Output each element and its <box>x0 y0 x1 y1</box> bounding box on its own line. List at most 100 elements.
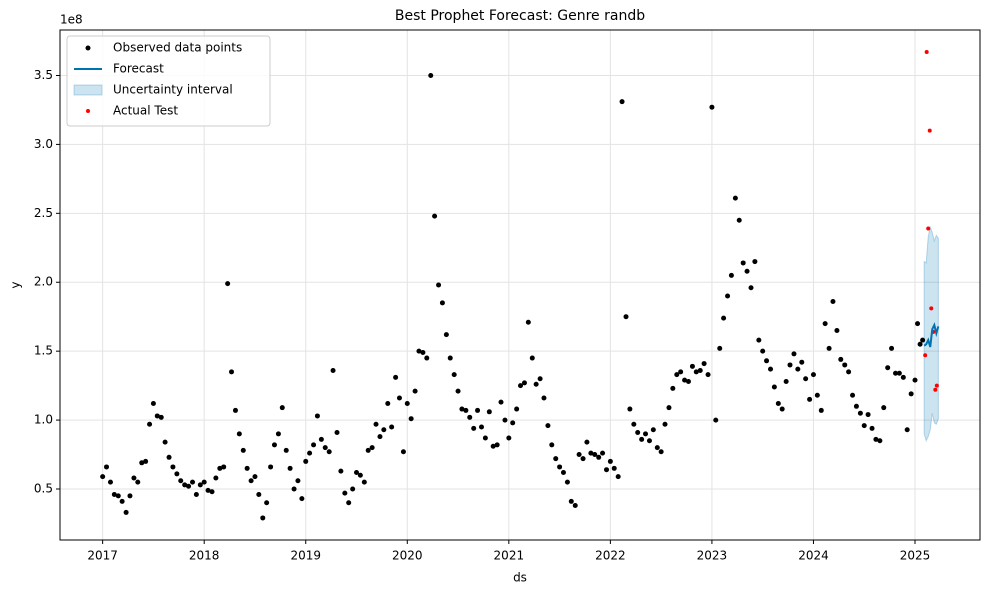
data-point <box>400 449 406 455</box>
data-point <box>439 300 445 306</box>
data-point <box>338 468 344 474</box>
y-tick-label: 2.5 <box>34 206 53 220</box>
data-point <box>654 445 660 451</box>
data-point <box>600 450 606 456</box>
data-point <box>541 395 547 401</box>
data-point <box>713 417 719 423</box>
data-point <box>873 436 879 442</box>
data-point <box>393 374 399 380</box>
x-tick-label: 2020 <box>392 549 423 563</box>
data-point <box>908 391 914 397</box>
legend-marker <box>85 45 91 51</box>
data-point <box>260 515 266 521</box>
data-point <box>369 445 375 451</box>
data-point <box>111 492 117 498</box>
legend-marker <box>73 84 103 96</box>
data-point <box>498 399 504 405</box>
y-tick-label: 1.5 <box>34 344 53 358</box>
data-point <box>803 376 809 382</box>
data-point <box>861 423 867 429</box>
data-point <box>604 467 610 473</box>
data-point <box>904 427 910 433</box>
data-point <box>451 372 457 378</box>
data-point <box>674 372 680 378</box>
data-point <box>131 475 137 481</box>
data-point <box>357 472 363 478</box>
data-point <box>311 442 317 448</box>
data-point <box>377 434 383 440</box>
data-point <box>705 372 711 378</box>
data-point <box>221 464 227 470</box>
data-point <box>318 436 324 442</box>
data-point <box>810 372 816 378</box>
data-point <box>889 345 895 351</box>
data-point <box>912 377 918 383</box>
data-point <box>354 469 360 475</box>
data-point <box>685 378 691 384</box>
data-point <box>934 383 939 388</box>
data-point <box>182 482 188 488</box>
data-point <box>385 401 391 407</box>
data-point <box>564 479 570 485</box>
data-point <box>537 376 543 382</box>
data-point <box>728 272 734 278</box>
data-point <box>795 366 801 372</box>
data-point <box>646 438 652 444</box>
data-point <box>920 337 926 343</box>
data-point <box>396 395 402 401</box>
data-point <box>752 259 758 265</box>
data-point <box>303 458 309 464</box>
data-point <box>783 378 789 384</box>
data-point <box>217 465 223 471</box>
data-point <box>869 425 875 431</box>
data-point <box>490 443 496 449</box>
data-point <box>268 464 274 470</box>
data-point <box>307 450 313 456</box>
data-point <box>857 410 863 416</box>
data-point <box>877 438 883 444</box>
forecast-line <box>923 322 940 348</box>
data-point <box>443 332 449 338</box>
data-point <box>514 406 520 412</box>
data-point <box>271 442 277 448</box>
data-point <box>560 469 566 475</box>
data-point <box>158 414 164 420</box>
data-point <box>334 429 340 435</box>
y-tick-label: 3.0 <box>34 137 53 151</box>
data-point <box>635 429 641 435</box>
data-point <box>236 431 242 437</box>
data-point <box>822 321 828 327</box>
data-point <box>494 442 500 448</box>
data-point <box>197 482 203 488</box>
data-point <box>174 471 180 477</box>
data-point <box>846 369 852 375</box>
data-point <box>475 407 481 413</box>
x-tick-label: 2018 <box>189 549 220 563</box>
x-tick-label: 2023 <box>697 549 728 563</box>
plot-frame <box>59 29 981 541</box>
data-point <box>529 355 535 361</box>
data-point <box>721 315 727 321</box>
data-point <box>518 383 524 389</box>
data-point <box>100 474 106 480</box>
data-point <box>682 377 688 383</box>
legend-label: Uncertainty interval <box>113 83 233 97</box>
data-point <box>533 381 539 387</box>
data-point <box>826 345 832 351</box>
data-point <box>143 458 149 464</box>
data-point <box>283 447 289 453</box>
data-point <box>119 498 125 504</box>
data-point <box>209 489 215 495</box>
data-point <box>381 427 387 433</box>
data-point <box>291 486 297 492</box>
data-point <box>275 431 281 437</box>
data-point <box>732 195 738 201</box>
data-point <box>643 431 649 437</box>
data-point <box>764 358 770 364</box>
data-point <box>115 493 121 499</box>
y-tick-label: 2.0 <box>34 275 53 289</box>
data-point <box>459 406 465 412</box>
data-point <box>389 424 395 430</box>
data-point <box>853 403 859 409</box>
legend-box <box>66 35 271 127</box>
